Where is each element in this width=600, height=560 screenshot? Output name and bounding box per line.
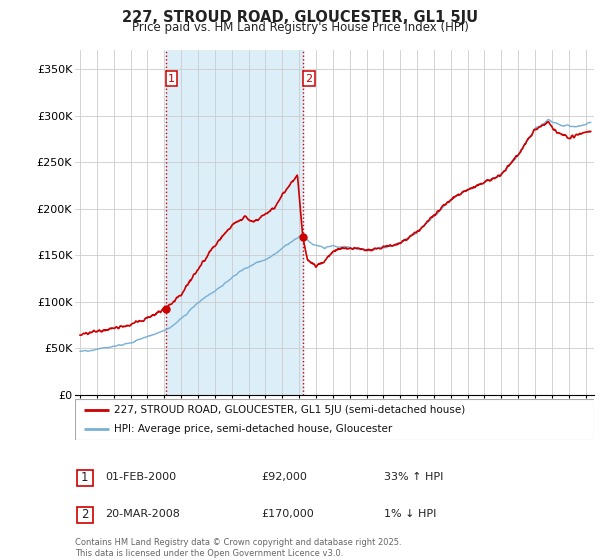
Text: 1% ↓ HPI: 1% ↓ HPI — [384, 509, 436, 519]
Text: 227, STROUD ROAD, GLOUCESTER, GL1 5JU (semi-detached house): 227, STROUD ROAD, GLOUCESTER, GL1 5JU (s… — [114, 405, 465, 415]
Text: 20-MAR-2008: 20-MAR-2008 — [105, 509, 180, 519]
Text: 1: 1 — [168, 74, 175, 83]
Text: HPI: Average price, semi-detached house, Gloucester: HPI: Average price, semi-detached house,… — [114, 424, 392, 433]
Bar — [166, 50, 303, 395]
Text: 01-FEB-2000: 01-FEB-2000 — [105, 472, 176, 482]
Text: 33% ↑ HPI: 33% ↑ HPI — [384, 472, 443, 482]
Bar — [77, 507, 92, 522]
Text: 2: 2 — [305, 74, 313, 83]
Text: 2: 2 — [81, 508, 88, 521]
Text: 1: 1 — [81, 471, 88, 484]
Text: Contains HM Land Registry data © Crown copyright and database right 2025.
This d: Contains HM Land Registry data © Crown c… — [75, 538, 401, 558]
Text: 227, STROUD ROAD, GLOUCESTER, GL1 5JU: 227, STROUD ROAD, GLOUCESTER, GL1 5JU — [122, 10, 478, 25]
Text: Price paid vs. HM Land Registry's House Price Index (HPI): Price paid vs. HM Land Registry's House … — [131, 21, 469, 34]
Bar — [77, 470, 92, 486]
Text: £92,000: £92,000 — [261, 472, 307, 482]
Text: £170,000: £170,000 — [261, 509, 314, 519]
